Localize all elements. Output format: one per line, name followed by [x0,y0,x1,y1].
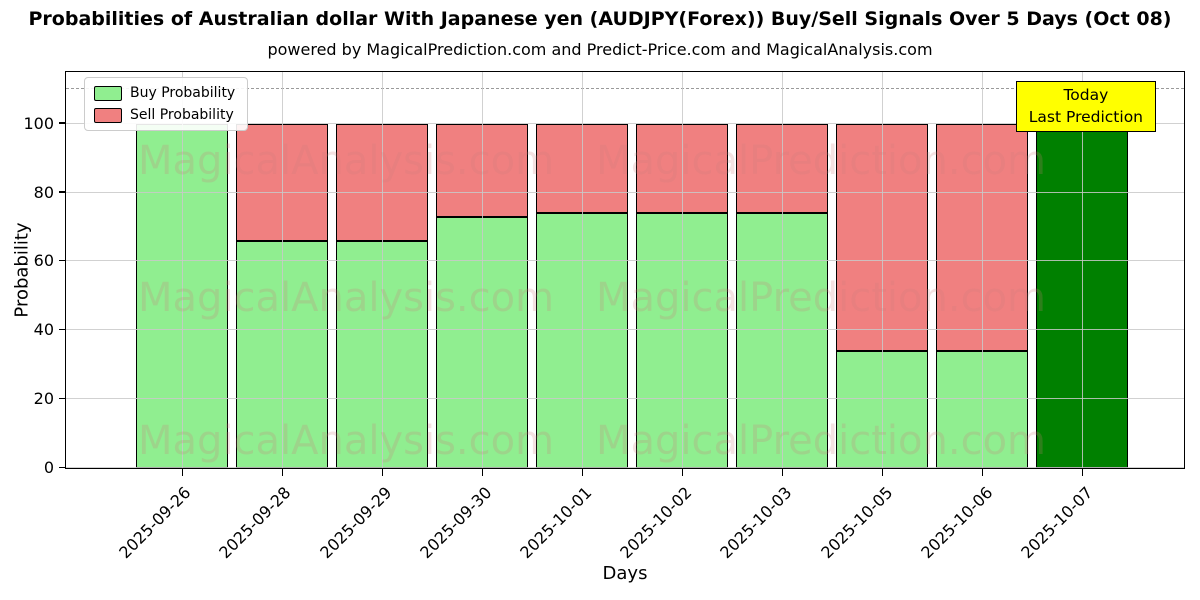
y-tick-label: 40 [33,320,54,340]
gridline-vertical [1082,72,1083,468]
gridline-vertical [182,72,183,468]
x-tick-cell: 2025-09-29 [316,481,431,571]
gridline-vertical [782,72,783,468]
y-tick-mark [59,328,65,331]
gridline-vertical [682,72,683,468]
x-tick-cell: 2025-10-01 [516,481,632,571]
legend-label: Sell Probability [130,107,234,123]
bar-2025-10-02 [632,72,732,476]
x-tick-cell: 2025-10-06 [917,481,1033,571]
x-tick-mark [182,469,184,476]
bar-2025-09-29 [332,72,432,476]
x-tick-cell: 2025-10-03 [717,481,832,571]
bar-2025-09-30 [432,72,532,476]
legend-item: Buy Probability [94,85,235,101]
bar-2025-10-07 [1032,72,1132,476]
x-tick-mark [682,469,684,476]
bar-2025-10-06 [932,72,1032,476]
chart-subtitle: powered by MagicalPrediction.com and Pre… [267,40,933,59]
y-tick-mark [59,122,65,124]
gridline-horizontal [66,122,1184,124]
gridline-vertical [482,72,483,468]
x-tick-label: 2025-09-26 [115,483,195,563]
bar-2025-09-28 [232,72,332,476]
y-tick-mark [59,260,65,262]
legend-swatch [94,107,122,123]
bar-2025-10-03 [732,72,832,476]
legend-swatch [94,85,122,101]
y-tick-mark [59,466,65,468]
gridline-vertical [282,72,283,468]
today-annotation: Today Last Prediction [1015,81,1156,133]
gridline-horizontal [66,260,1184,262]
y-tick-label: 80 [33,182,54,202]
gridline-vertical [882,72,883,468]
x-tick-mark [982,469,984,476]
annotation-line-1: Today [1063,86,1109,104]
gridline-horizontal [66,467,1184,468]
x-tick-cell: 2025-09-28 [216,481,331,571]
x-tick-mark [1082,469,1084,476]
y-tick-label: 0 [43,458,54,477]
x-tick-cell: 2025-10-02 [616,481,732,571]
gridline-horizontal [66,329,1184,331]
y-tick-label: 20 [33,389,54,409]
y-tick-label: 100 [23,113,54,133]
gridline-horizontal [66,398,1184,400]
y-axis-label: Probability [11,222,33,318]
y-tick-label: 60 [33,251,54,271]
annotation-line-2: Last Prediction [1028,107,1143,126]
gridline-vertical [582,72,583,468]
x-tick-cell: 2025-09-26 [115,481,231,571]
x-tick-cell: 2025-10-07 [1017,481,1133,571]
gridline-vertical [382,72,383,468]
x-tick-mark [382,469,384,476]
x-axis-label: Days [602,563,648,584]
x-tick-mark [282,469,284,476]
plot-area: 0 20 40 60 80 100 MagicalAnalysis.com MagicalP… [23,71,1185,476]
x-tick-mark [882,469,884,476]
legend: Buy Probability Sell Probability [84,77,249,131]
y-tick-mark [59,397,65,400]
legend-item: Sell Probability [94,107,235,123]
bar-2025-10-01 [532,72,632,476]
chart-title: Probabilities of Australian dollar With … [28,8,1172,30]
gridline-horizontal [66,191,1184,193]
gridline-vertical [982,72,983,468]
bars-row [132,72,1132,476]
dashed-threshold-line [66,88,1184,90]
x-tick-cell: 2025-10-05 [817,481,932,571]
legend-label: Buy Probability [130,85,236,101]
y-tick-mark [59,191,65,193]
bar-2025-10-05 [832,72,932,476]
x-tick-mark [582,469,584,476]
bar-2025-09-26 [132,72,232,476]
x-tick-cell: 2025-09-30 [416,481,532,571]
x-tick-labels: 2025-09-26 2025-09-28 2025-09-29 2025-09-30… [115,481,1133,571]
x-tick-mark [782,469,784,476]
x-tick-mark [482,469,484,476]
